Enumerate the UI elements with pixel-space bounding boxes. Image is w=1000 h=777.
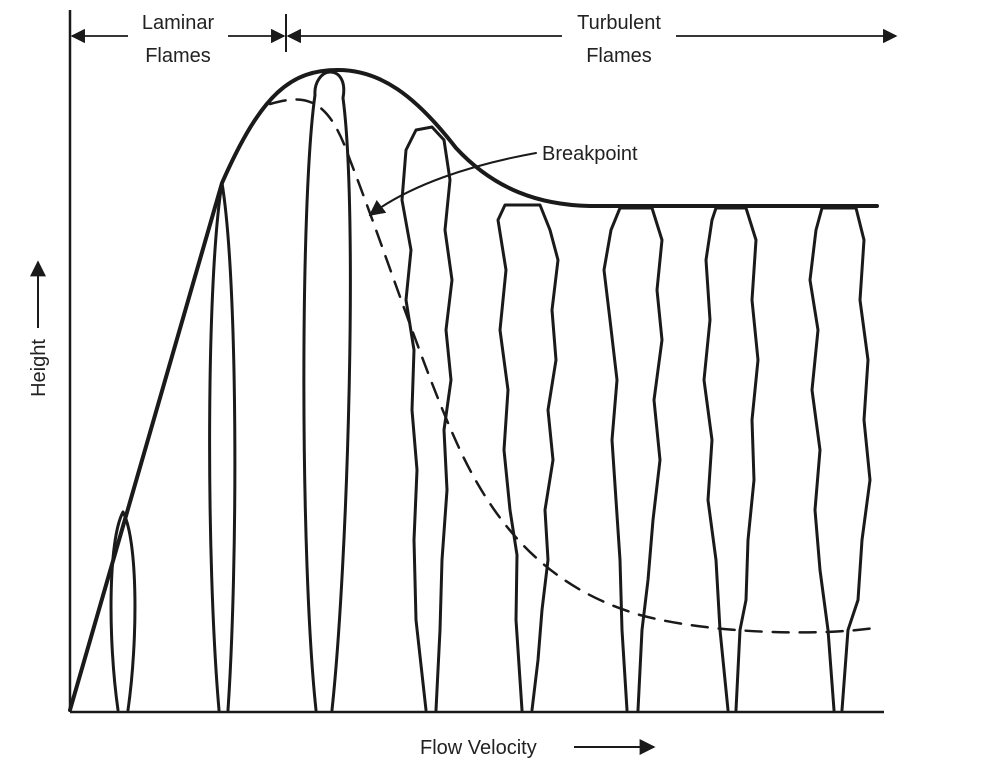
turbulent-flame-3 xyxy=(602,206,664,712)
x-axis-label: Flow Velocity xyxy=(420,737,537,759)
region-labels: Laminar Flames Turbulent Flames xyxy=(142,12,661,67)
breakpoint-dashed-curve xyxy=(268,98,876,634)
y-axis-label: Height xyxy=(28,339,50,397)
laminar-flames xyxy=(109,70,352,712)
flame-height-envelope xyxy=(68,68,879,712)
turbulent-flames xyxy=(400,125,872,712)
region-markers xyxy=(70,14,898,52)
turbulent-flame-1 xyxy=(400,125,454,712)
laminar-label-line1: Laminar xyxy=(142,12,215,34)
turbulent-label-line1: Turbulent xyxy=(577,12,661,34)
laminar-label-line2: Flames xyxy=(145,45,211,67)
x-axis-title: Flow Velocity xyxy=(420,737,656,759)
turbulent-label-line2: Flames xyxy=(586,45,652,67)
breakpoint-annotation: Breakpoint xyxy=(368,143,638,216)
laminar-flame-2 xyxy=(208,181,237,712)
laminar-flame-1 xyxy=(109,510,137,712)
turbulent-flame-2 xyxy=(496,203,560,712)
laminar-flame-3 xyxy=(302,70,352,712)
breakpoint-label: Breakpoint xyxy=(542,143,638,165)
y-axis-title: Height xyxy=(28,260,50,397)
axes xyxy=(68,10,884,714)
breakpoint-pointer-arrow xyxy=(368,152,537,216)
turbulent-flame-4 xyxy=(702,206,760,712)
turbulent-flame-5 xyxy=(808,206,872,712)
